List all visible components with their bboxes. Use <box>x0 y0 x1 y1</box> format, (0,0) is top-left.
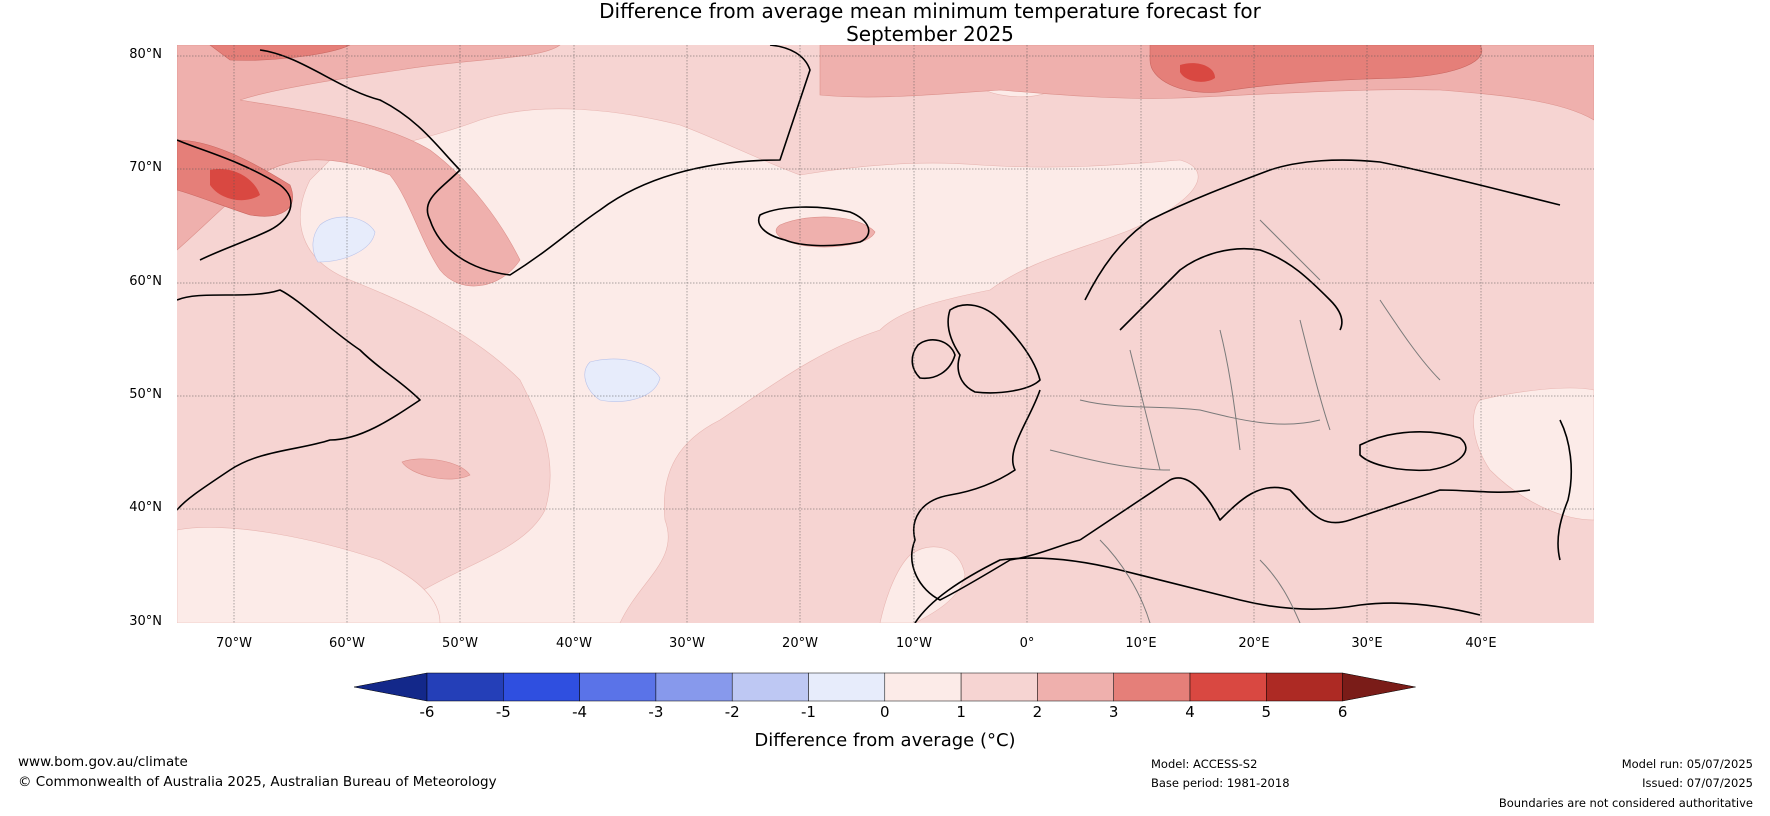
coast-baffin <box>177 139 292 261</box>
anomaly-band-0-1-atlantic-south <box>177 527 441 623</box>
footer-copyright: © Commonwealth of Australia 2025, Austra… <box>18 774 497 790</box>
chart-title: Difference from average mean minimum tem… <box>0 0 1770 46</box>
footer-disclaimer: Boundaries are not considered authoritat… <box>1498 796 1753 810</box>
coast-europe-west <box>911 389 1081 601</box>
lat-label-50n: 50°N <box>129 387 162 402</box>
anomaly-band-neg1-0-labrador <box>312 216 376 263</box>
border-5 <box>1379 299 1441 381</box>
colorbar-arrow-low <box>353 672 428 702</box>
colorbar-arrow-high <box>1342 672 1416 702</box>
coastlines <box>177 45 1573 623</box>
coast-caspian <box>1557 419 1573 561</box>
colorbar-tick-label: -3 <box>648 703 664 721</box>
lon-label-30w: 30°W <box>669 636 705 651</box>
lon-label-20w: 20°W <box>782 636 818 651</box>
lon-label-30e: 30°E <box>1351 636 1383 651</box>
colorbar-tick-label: 0 <box>880 703 890 721</box>
colorbar-segment <box>579 672 657 702</box>
lon-label-20e: 20°E <box>1238 636 1270 651</box>
title-line-1: Difference from average mean minimum tem… <box>599 0 1261 23</box>
colorbar-segment <box>960 672 1038 702</box>
border-4 <box>1299 319 1331 431</box>
lon-label-10w: 10°W <box>896 636 932 651</box>
colorbar-tick-label: 4 <box>1185 703 1195 721</box>
anomaly-band-3-4-svalbard <box>1149 45 1483 93</box>
lon-label-0: 0° <box>1019 636 1035 651</box>
lon-label-60w: 60°W <box>329 636 365 651</box>
footer-base-period: Base period: 1981-2018 <box>1151 776 1290 790</box>
footer-model-run: Model run: 05/07/2025 <box>1621 757 1753 771</box>
lon-label-10e: 10°E <box>1125 636 1157 651</box>
lon-label-40w: 40°W <box>556 636 592 651</box>
border-6 <box>1049 449 1171 471</box>
lat-label-60n: 60°N <box>129 274 162 289</box>
colorbar-segment <box>1037 672 1114 702</box>
lon-label-40e: 40°E <box>1465 636 1497 651</box>
anomaly-band-4-5-svalbard <box>1180 63 1215 82</box>
colorbar-segment <box>1266 672 1343 702</box>
colorbar-tick-label: -6 <box>419 703 435 721</box>
colorbar-segment <box>503 672 580 702</box>
colorbar-segment <box>731 672 809 702</box>
colorbar-tick-label: -5 <box>495 703 511 721</box>
colorbar-segment <box>1189 672 1267 702</box>
lon-label-50w: 50°W <box>442 636 478 651</box>
colorbar-segment <box>1113 672 1191 702</box>
anomaly-band-3-4-greenlandnorth <box>209 45 351 61</box>
border-1 <box>1079 399 1321 425</box>
coast-black-sea <box>1359 431 1467 472</box>
coast-greenland <box>259 45 811 276</box>
colorbar-segment <box>655 672 733 702</box>
border-3 <box>1219 329 1241 451</box>
anomaly-band-0-1-atlantic <box>300 108 1199 623</box>
border-9 <box>1259 219 1321 281</box>
footer-website: www.bom.gov.au/climate <box>18 754 188 770</box>
border-8 <box>1259 559 1301 623</box>
coast-scandinavia <box>1084 159 1561 301</box>
colorbar-tick-label: 2 <box>1032 703 1043 721</box>
coast-ireland <box>911 339 956 380</box>
border-2 <box>1129 349 1161 471</box>
coast-baltic <box>1119 247 1343 331</box>
country-borders <box>1049 219 1441 623</box>
coast-britain <box>947 304 1041 394</box>
lat-label-40n: 40°N <box>129 500 162 515</box>
lat-label-30n: 30°N <box>129 614 162 629</box>
colorbar-segment <box>426 672 504 702</box>
anomaly-band-neg1-0-atlantic <box>584 358 661 402</box>
colorbar-tick-label: -1 <box>801 703 816 721</box>
lat-label-80n: 80°N <box>129 47 162 62</box>
colorbar-tick-label: 6 <box>1337 703 1348 721</box>
colorbar-segment <box>884 672 962 702</box>
colorbar-tick-label: -2 <box>724 703 740 721</box>
footer-model: Model: ACCESS-S2 <box>1151 757 1258 771</box>
border-7 <box>1099 539 1151 623</box>
lat-label-70n: 70°N <box>129 160 162 175</box>
colorbar-tick-label: 3 <box>1108 703 1119 721</box>
map-panel <box>177 45 1594 623</box>
anomaly-band-4-5-canada <box>210 169 260 201</box>
footer-issued: Issued: 07/07/2025 <box>1642 776 1753 790</box>
lon-label-70w: 70°W <box>216 636 252 651</box>
anomaly-band-2-3-greenland <box>177 45 561 287</box>
colorbar-segment <box>808 672 886 702</box>
colorbar-tick-label: 1 <box>956 703 966 721</box>
graticule <box>177 45 1594 623</box>
coast-mediterranean <box>1079 477 1531 541</box>
colorbar-title: Difference from average (°C) <box>754 730 1016 751</box>
colorbar <box>353 672 1416 702</box>
coast-north-africa <box>914 557 1481 623</box>
anomaly-band-0-1-eastsea <box>1473 387 1594 521</box>
anomaly-band-2-3-spot1 <box>401 458 471 480</box>
coast-iceland <box>758 206 870 247</box>
colorbar-tick-label: 5 <box>1261 703 1272 721</box>
title-line-2: September 2025 <box>846 22 1014 46</box>
colorbar-tick-label: -4 <box>572 703 588 721</box>
coast-labrador <box>177 289 421 511</box>
